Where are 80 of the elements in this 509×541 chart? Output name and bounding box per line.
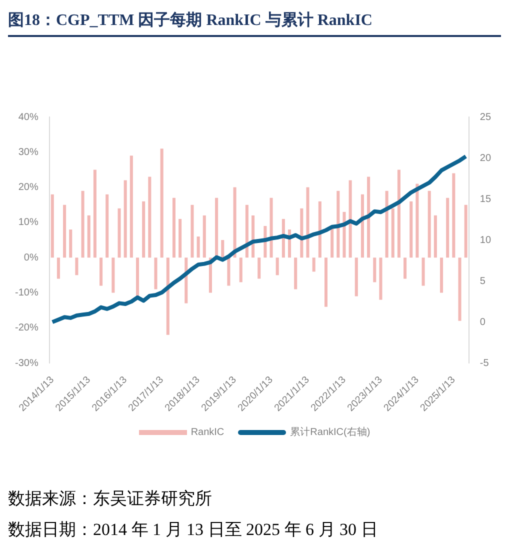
bar xyxy=(379,258,382,300)
bar xyxy=(190,204,194,258)
bar xyxy=(245,204,248,258)
bar xyxy=(239,258,242,282)
bar xyxy=(196,236,200,258)
bar xyxy=(354,258,358,296)
bar xyxy=(166,258,170,335)
bar xyxy=(112,258,115,293)
y-tick-label: 20% xyxy=(18,182,38,194)
bar xyxy=(215,198,218,258)
bar xyxy=(440,258,444,293)
bar xyxy=(93,170,96,258)
bar xyxy=(464,204,468,258)
bar xyxy=(336,190,340,258)
bar xyxy=(56,258,60,279)
bar xyxy=(106,194,109,258)
bar xyxy=(422,258,425,286)
y-tick-label: 40% xyxy=(18,112,38,123)
bar xyxy=(373,258,376,282)
bar xyxy=(342,212,346,258)
bar xyxy=(258,258,261,279)
bar xyxy=(124,180,127,258)
bar xyxy=(87,215,90,258)
bar xyxy=(154,258,158,290)
bar xyxy=(178,218,182,258)
y2-tick-label: 5 xyxy=(480,276,486,287)
y-tick-label: 10% xyxy=(18,217,38,228)
bar xyxy=(63,204,66,258)
bar xyxy=(306,187,310,258)
bar xyxy=(367,176,370,258)
bar xyxy=(75,258,78,276)
y-tick-label: 30% xyxy=(18,146,38,158)
bar xyxy=(360,194,364,258)
bar xyxy=(233,187,236,258)
bar xyxy=(202,215,206,258)
bar xyxy=(404,258,407,279)
bar xyxy=(227,258,230,286)
bar xyxy=(452,173,456,258)
source-note: 数据来源：东吴证券研究所 xyxy=(8,488,213,510)
bar xyxy=(397,170,400,258)
bar xyxy=(410,201,413,258)
bar xyxy=(348,180,352,258)
bar xyxy=(312,258,316,272)
bar xyxy=(221,240,224,258)
bar xyxy=(416,184,419,258)
chart-title: 图18：CGP_TTM 因子每期 RankIC 与累计 RankIC xyxy=(8,8,501,37)
text: 数据日期：2014 年 1 月 13 日至 2025 年 6 月 30 日 xyxy=(8,519,379,541)
bar xyxy=(276,258,279,276)
bar xyxy=(142,201,146,258)
bar xyxy=(118,208,121,258)
y-tick-label: 0% xyxy=(24,252,38,264)
bar xyxy=(81,190,84,258)
y2-tick-label: 10 xyxy=(480,234,492,246)
bar xyxy=(69,229,72,258)
bar xyxy=(385,190,388,258)
y2-tick-label: 0 xyxy=(480,316,486,328)
bar xyxy=(318,201,322,258)
bar xyxy=(50,194,54,258)
bar xyxy=(446,198,450,258)
y2-tick-label: 20 xyxy=(480,152,492,164)
y2-tick-label: 15 xyxy=(480,194,492,205)
y-tick-label: -20% xyxy=(14,322,38,334)
legend-label: RankIC xyxy=(190,426,224,438)
bar xyxy=(270,198,273,258)
bar xyxy=(160,148,164,258)
bar xyxy=(391,208,394,258)
y-tick-label: -30% xyxy=(14,358,38,369)
bar xyxy=(458,258,462,321)
bar xyxy=(294,258,298,290)
bar xyxy=(172,198,176,258)
bar xyxy=(428,190,431,258)
legend-label: 累计RankIC(右轴) xyxy=(290,426,370,439)
bar xyxy=(324,258,328,307)
bar xyxy=(100,258,103,286)
bar xyxy=(434,215,437,258)
bar xyxy=(130,156,133,258)
bar xyxy=(148,176,152,258)
y2-tick-label: 25 xyxy=(480,112,492,123)
y2-tick-label: -5 xyxy=(480,358,490,369)
y-tick-label: -10% xyxy=(14,288,38,299)
